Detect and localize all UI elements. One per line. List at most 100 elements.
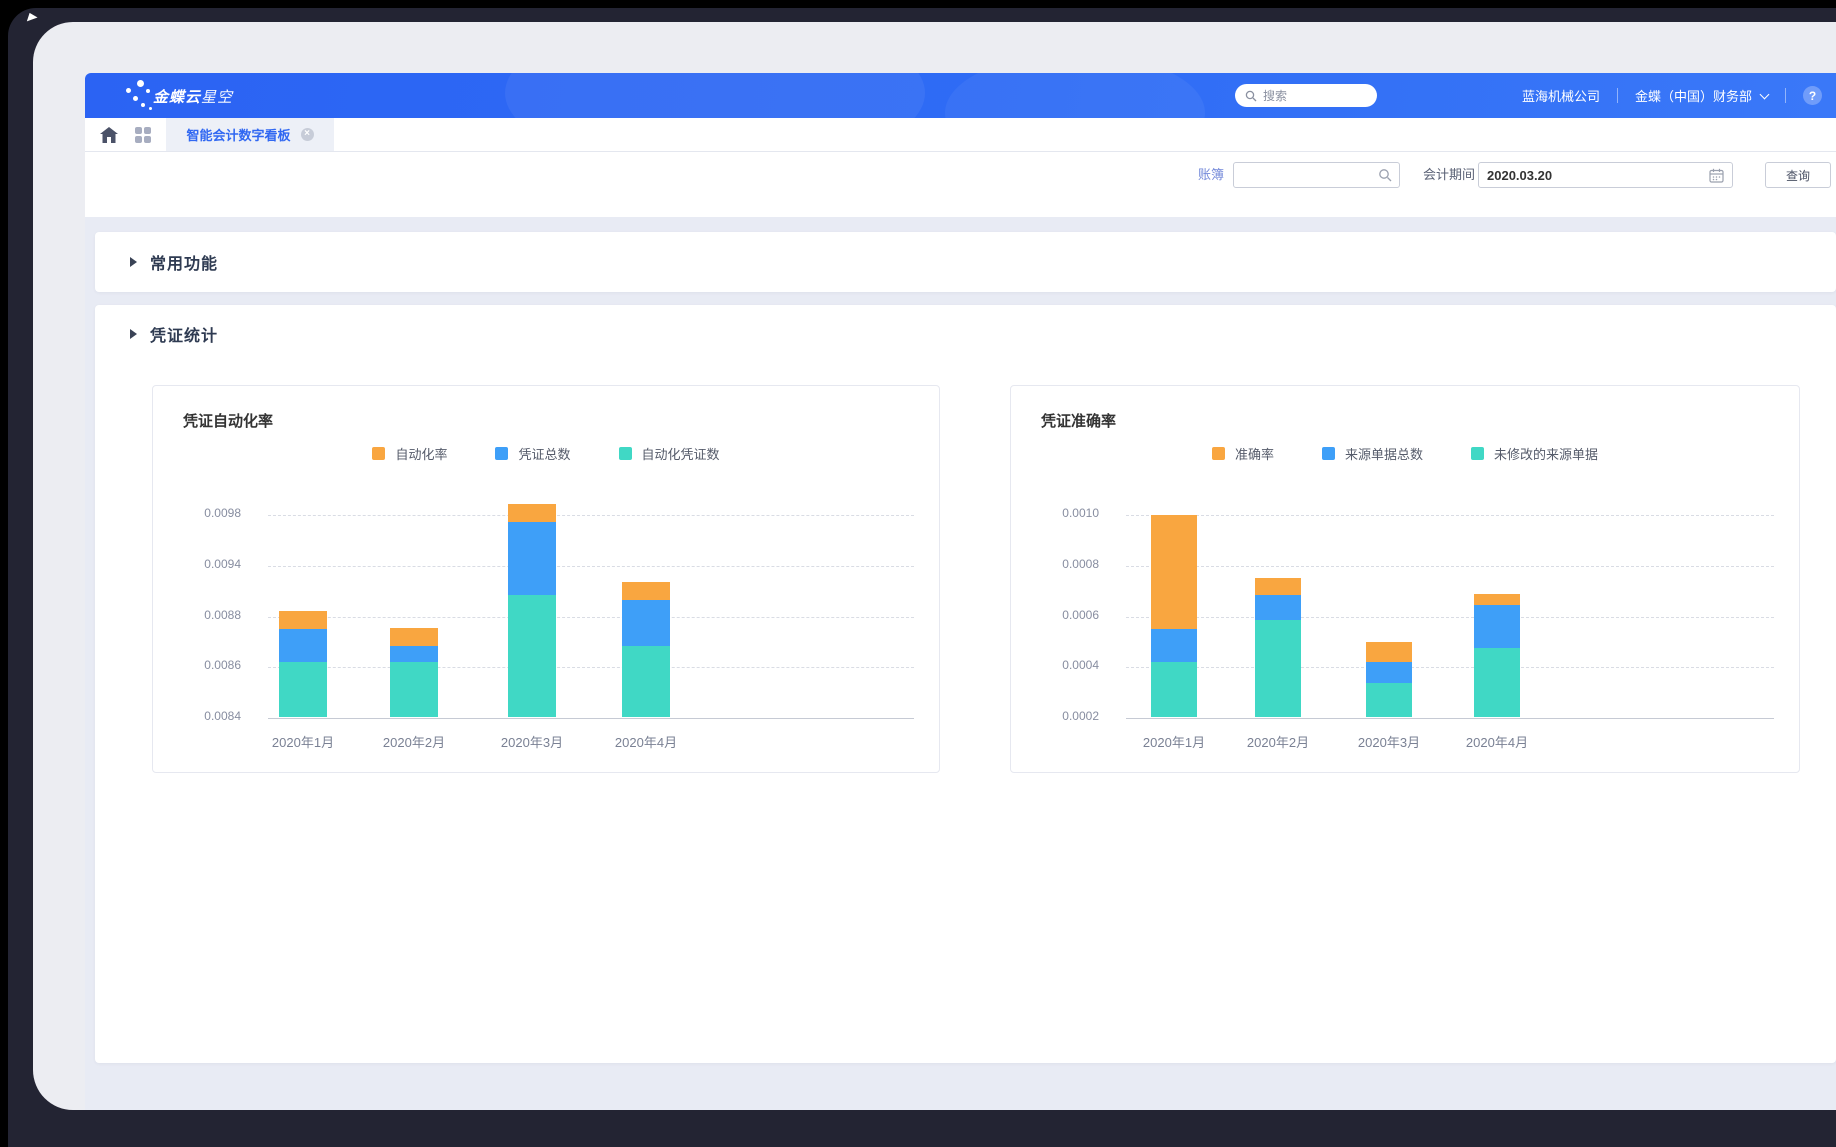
y-tick-label: 0.0002 (1062, 709, 1099, 723)
section-title: 凭证统计 (150, 322, 218, 346)
stacked-bar-2020年3月 (508, 504, 556, 717)
chart-plot: 0.00100.00080.00060.00040.0002 2020年1月20… (1041, 515, 1774, 718)
bar-segment-准确率 (1255, 578, 1301, 595)
legend-swatch (495, 447, 508, 460)
bar-segment-来源单据总数 (1255, 595, 1301, 620)
x-tick-label: 2020年1月 (1143, 732, 1205, 751)
filter-bar: 账簿 会计期间 2020.03.20 查询 (85, 152, 1836, 217)
screenshot-stage: 金蝶云星空 搜索 蓝海机械公司 金蝶（中国）财务部 ? (0, 0, 1836, 1147)
legend-swatch (1212, 447, 1225, 460)
calendar-icon[interactable] (1709, 168, 1724, 183)
search-icon (1245, 90, 1257, 102)
bar-segment-未修改的来源单据 (1474, 648, 1520, 717)
ledger-input[interactable] (1233, 162, 1400, 188)
legend-item[interactable]: 准确率 (1212, 445, 1274, 461)
y-tick-label: 0.0098 (204, 506, 241, 520)
legend-item[interactable]: 凭证总数 (495, 445, 570, 461)
magnifier-icon[interactable] (1378, 168, 1392, 182)
question-icon: ? (1809, 89, 1816, 103)
tab-strip: 智能会计数字看板 × (85, 118, 1836, 152)
bar-segment-未修改的来源单据 (1366, 683, 1412, 717)
legend-swatch (619, 447, 632, 460)
bar-segment-自动化凭证数 (390, 662, 438, 717)
stacked-bar-2020年2月 (1255, 578, 1301, 717)
y-tick-label: 0.0010 (1062, 506, 1099, 520)
bar-segment-自动化率 (390, 628, 438, 646)
chart-voucher-accuracy-rate: 凭证准确率 准确率 来源单据总数 未修改的来源单据 0.0010 0.0008 0.00… (1010, 385, 1800, 773)
chart-voucher-automation-rate: 凭证自动化率 自动化率凭证总数自动化凭证数 0.00980.00940.0088… (152, 385, 940, 773)
org-switcher[interactable]: 金蝶（中国）财务部 (1635, 86, 1768, 105)
bar-segment-未修改的来源单据 (1255, 620, 1301, 717)
x-tick-label: 2020年2月 (1247, 732, 1309, 751)
legend-label: 自动化率 (395, 444, 447, 463)
y-tick-label: 0.0084 (204, 709, 241, 723)
gridline (1126, 617, 1774, 618)
x-axis-line (1126, 718, 1774, 719)
x-tick-label: 2020年3月 (501, 732, 563, 751)
chart-title: 凭证准确率 (1041, 410, 1799, 431)
app-header: 金蝶云星空 搜索 蓝海机械公司 金蝶（中国）财务部 ? (85, 73, 1836, 118)
gridline (268, 667, 914, 668)
org-name: 金蝶（中国）财务部 (1635, 86, 1752, 105)
query-button[interactable]: 查询 (1765, 162, 1831, 188)
x-tick-label: 2020年3月 (1358, 732, 1420, 751)
home-icon[interactable] (100, 127, 118, 143)
gridline (1126, 566, 1774, 567)
company-name[interactable]: 蓝海机械公司 (1522, 86, 1600, 105)
section-title: 常用功能 (150, 250, 218, 274)
gridline (1126, 515, 1774, 516)
voucher-stats-header[interactable]: 凭证统计 (95, 305, 1836, 363)
bar-segment-自动化凭证数 (279, 662, 327, 717)
x-tick-label: 2020年2月 (383, 732, 445, 751)
legend-item[interactable]: 来源单据总数 (1322, 445, 1423, 461)
tab-active-dashboard[interactable]: 智能会计数字看板 × (166, 118, 334, 151)
common-functions-header[interactable]: 常用功能 (95, 232, 1836, 292)
close-icon[interactable]: × (301, 128, 314, 141)
legend-swatch (1322, 447, 1335, 460)
chart-plot: 0.00980.00940.00880.00860.0084 2020年1月20… (183, 515, 914, 718)
logo-text-light: 星空 (201, 89, 233, 106)
tab-strip-icons (85, 118, 166, 151)
stacked-bar-2020年4月 (1474, 594, 1520, 717)
y-tick-label: 0.0008 (1062, 557, 1099, 571)
legend-item[interactable]: 自动化率 (372, 445, 447, 461)
x-tick-label: 2020年4月 (615, 732, 677, 751)
period-date-input[interactable]: 2020.03.20 (1478, 162, 1733, 188)
global-search-input[interactable]: 搜索 (1235, 84, 1377, 107)
stacked-bar-2020年1月 (1151, 515, 1197, 717)
chart-legend: 准确率 来源单据总数 未修改的来源单据 (1011, 445, 1799, 461)
y-tick-label: 0.0088 (204, 608, 241, 622)
y-tick-label: 0.0006 (1062, 608, 1099, 622)
header-divider (1785, 88, 1786, 103)
x-tick-label: 2020年4月 (1466, 732, 1528, 751)
header-divider (1617, 88, 1618, 103)
help-button[interactable]: ? (1803, 86, 1822, 105)
gridline (268, 566, 914, 567)
bar-segment-凭证总数 (508, 522, 556, 595)
triangle-right-icon (130, 257, 137, 267)
gridline (1126, 667, 1774, 668)
x-axis-line (268, 718, 914, 719)
logo-text: 金蝶云星空 (153, 86, 233, 107)
legend-item[interactable]: 自动化凭证数 (619, 445, 720, 461)
y-axis: 0.00980.00940.00880.00860.0084 (183, 515, 253, 718)
legend-label: 来源单据总数 (1345, 444, 1423, 463)
grid-icon[interactable] (135, 127, 151, 143)
bar-segment-来源单据总数 (1474, 605, 1520, 648)
header-right-group: 蓝海机械公司 金蝶（中国）财务部 ? (1522, 73, 1822, 118)
kingdee-logo[interactable]: 金蝶云星空 (125, 79, 233, 113)
logo-dots-icon (125, 80, 153, 112)
header-decoration (945, 73, 1205, 118)
legend-label: 准确率 (1235, 444, 1274, 463)
bar-segment-自动化率 (508, 504, 556, 522)
search-placeholder: 搜索 (1263, 87, 1287, 104)
legend-label: 未修改的来源单据 (1494, 444, 1598, 463)
bar-segment-来源单据总数 (1151, 629, 1197, 662)
legend-item[interactable]: 未修改的来源单据 (1471, 445, 1598, 461)
bar-segment-未修改的来源单据 (1151, 662, 1197, 717)
header-decoration (505, 73, 925, 118)
stacked-bar-2020年3月 (1366, 642, 1412, 717)
gridline (268, 515, 914, 516)
legend-swatch (1471, 447, 1484, 460)
bar-segment-自动化凭证数 (508, 595, 556, 717)
